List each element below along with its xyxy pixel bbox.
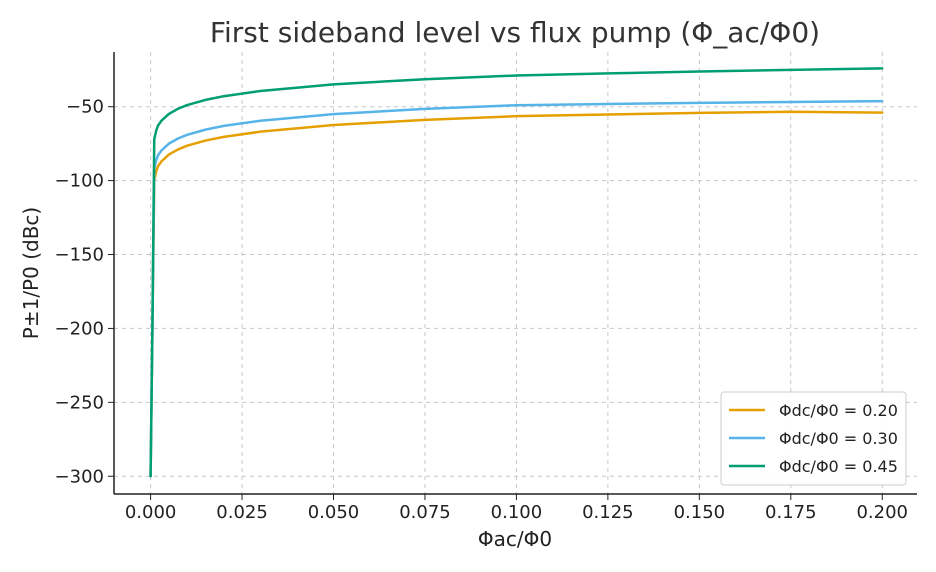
y-axis-label: P±1/P0 (dBc) <box>19 207 43 339</box>
y-tick-label-1: −250 <box>55 392 104 413</box>
x-tick-label-5: 0.125 <box>582 502 634 523</box>
axes <box>108 52 917 500</box>
legend-box <box>720 391 907 486</box>
y-tick-label-5: −50 <box>66 97 104 118</box>
x-tick-label-7: 0.175 <box>765 502 817 523</box>
x-tick-label-2: 0.050 <box>308 502 360 523</box>
x-axis-label: Φac/Φ0 <box>478 527 552 551</box>
y-tick-label-2: −200 <box>55 318 104 339</box>
x-tick-label-8: 0.200 <box>856 502 908 523</box>
series-line-0 <box>149 110 884 478</box>
chart-title: First sideband level vs flux pump (Φ_ac/… <box>210 16 820 49</box>
x-tick-label-3: 0.075 <box>399 502 451 523</box>
x-tick-label-4: 0.100 <box>491 502 543 523</box>
legend-label-0: Φdc/Φ0 = 0.20 <box>779 401 898 420</box>
series-line-1 <box>149 99 884 478</box>
legend-label-1: Φdc/Φ0 = 0.30 <box>779 429 898 448</box>
legend-label-2: Φdc/Φ0 = 0.45 <box>779 457 898 476</box>
x-tick-label-6: 0.150 <box>674 502 726 523</box>
y-tick-label-4: −100 <box>55 171 104 192</box>
tick-labels: 0.000 0.025 0.050 0.075 0.100 0.125 0.150 0.175… <box>55 97 908 523</box>
x-tick-label-0: 0.000 <box>125 502 177 523</box>
series-line-2 <box>149 67 884 478</box>
y-tick-label-0: −300 <box>55 466 104 487</box>
series-lines <box>149 67 884 478</box>
y-tick-label-3: −150 <box>55 245 104 266</box>
x-tick-label-1: 0.025 <box>216 502 268 523</box>
legend: Φdc/Φ0 = 0.20 Φdc/Φ0 = 0.30 Φdc/Φ0 = 0.45 <box>720 391 907 486</box>
